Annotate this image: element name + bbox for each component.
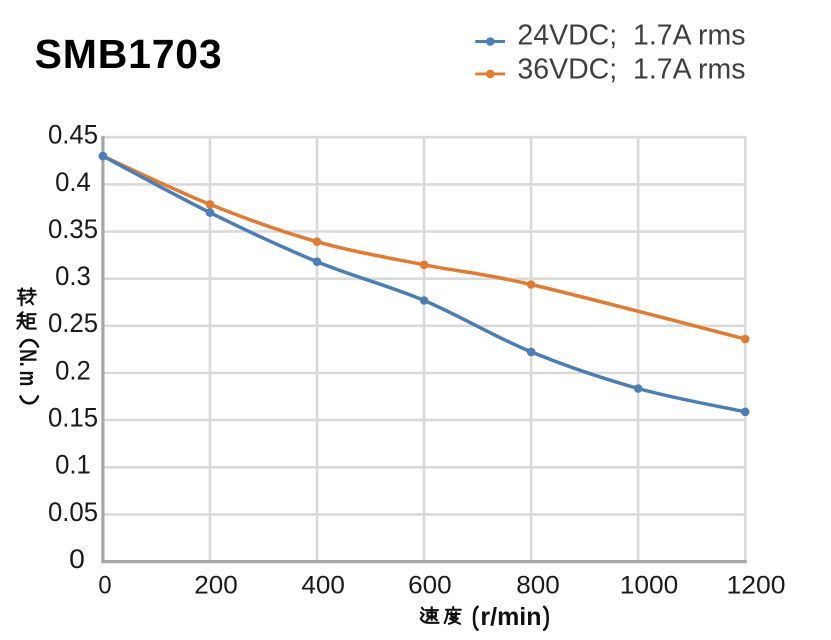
svg-text:.: . [14, 362, 40, 367]
svg-text:0.05: 0.05 [48, 497, 98, 527]
svg-text:24VDC; 1.7A rms: 24VDC; 1.7A rms [517, 19, 745, 51]
svg-text:0: 0 [69, 544, 85, 574]
svg-text:0: 0 [98, 572, 111, 600]
svg-text:200: 200 [194, 572, 238, 600]
svg-text:N: N [14, 349, 40, 362]
svg-text:600: 600 [408, 572, 452, 600]
svg-text:0.15: 0.15 [48, 403, 98, 433]
svg-text:0.25: 0.25 [48, 308, 98, 338]
svg-text:1200: 1200 [727, 572, 786, 600]
svg-text:0.3: 0.3 [55, 261, 91, 291]
svg-text:0.45: 0.45 [48, 120, 98, 150]
svg-text:36VDC; 1.7A rms: 36VDC; 1.7A rms [517, 53, 745, 85]
svg-text:800: 800 [516, 572, 560, 600]
svg-text:1000: 1000 [620, 572, 679, 600]
svg-text:SMB1703: SMB1703 [35, 31, 223, 77]
svg-text:0.35: 0.35 [48, 214, 98, 244]
svg-text:400: 400 [301, 572, 345, 600]
svg-text:m: m [14, 371, 40, 387]
svg-text:0.2: 0.2 [55, 355, 91, 385]
svg-text:0.4: 0.4 [55, 167, 91, 197]
svg-text:0.1: 0.1 [55, 450, 91, 480]
svg-text:r/min: r/min [480, 603, 541, 631]
